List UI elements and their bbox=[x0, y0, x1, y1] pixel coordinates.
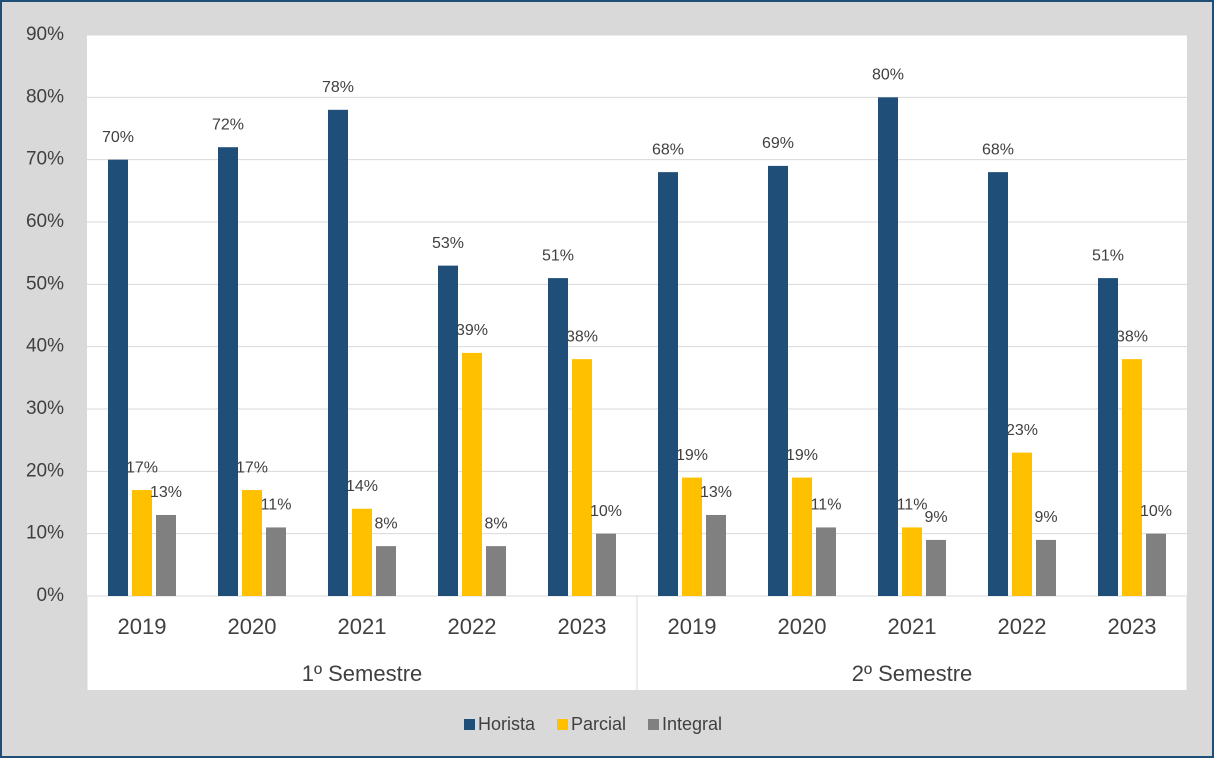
data-label: 11% bbox=[811, 497, 842, 514]
data-label: 8% bbox=[484, 515, 507, 532]
y-tick-label: 80% bbox=[26, 86, 64, 107]
bar bbox=[218, 147, 238, 596]
y-tick-label: 30% bbox=[26, 398, 64, 419]
bar bbox=[1122, 359, 1142, 596]
bar bbox=[1146, 533, 1166, 596]
bar bbox=[768, 165, 788, 596]
bar bbox=[486, 546, 506, 596]
bar bbox=[438, 265, 458, 596]
bar bbox=[572, 359, 592, 596]
legend-label: Integral bbox=[662, 714, 722, 734]
y-tick-label: 50% bbox=[26, 273, 64, 294]
bar bbox=[792, 477, 812, 596]
y-tick-label: 20% bbox=[26, 460, 64, 481]
group-label: 1º Semestre bbox=[302, 661, 423, 686]
data-label: 13% bbox=[150, 484, 182, 501]
x-tick-label: 2019 bbox=[118, 614, 167, 639]
bar bbox=[462, 352, 482, 596]
bar bbox=[266, 527, 286, 596]
y-tick-label: 0% bbox=[37, 585, 65, 606]
bar bbox=[926, 539, 946, 596]
legend-label: Horista bbox=[478, 714, 536, 734]
data-label: 69% bbox=[762, 135, 794, 152]
data-label: 39% bbox=[456, 322, 488, 339]
x-tick-label: 2022 bbox=[448, 614, 497, 639]
y-tick-label: 40% bbox=[26, 336, 64, 357]
data-label: 9% bbox=[924, 509, 947, 526]
group-label: 2º Semestre bbox=[852, 661, 973, 686]
bar bbox=[1098, 278, 1118, 596]
data-label: 10% bbox=[1140, 503, 1172, 520]
bar bbox=[682, 477, 702, 596]
data-label: 14% bbox=[346, 478, 378, 495]
data-label: 11% bbox=[897, 497, 928, 514]
bar bbox=[988, 172, 1008, 596]
x-tick-label: 2021 bbox=[338, 614, 387, 639]
x-tick-label: 2023 bbox=[1108, 614, 1157, 639]
bar bbox=[108, 159, 128, 596]
bar bbox=[352, 508, 372, 596]
x-tick-label: 2022 bbox=[998, 614, 1047, 639]
bar bbox=[1036, 539, 1056, 596]
x-tick-label: 2023 bbox=[558, 614, 607, 639]
data-label: 38% bbox=[566, 328, 598, 345]
data-label: 53% bbox=[432, 235, 464, 252]
data-label: 19% bbox=[676, 447, 708, 464]
legend-swatch bbox=[464, 719, 475, 730]
bar bbox=[878, 97, 898, 596]
data-label: 23% bbox=[1006, 422, 1038, 439]
x-tick-label: 2021 bbox=[888, 614, 937, 639]
y-tick-label: 70% bbox=[26, 149, 64, 170]
x-tick-label: 2019 bbox=[668, 614, 717, 639]
bar bbox=[328, 109, 348, 597]
data-label: 72% bbox=[212, 116, 244, 133]
y-tick-label: 10% bbox=[26, 523, 64, 544]
data-label: 17% bbox=[236, 459, 268, 476]
bar bbox=[548, 278, 568, 596]
data-label: 13% bbox=[700, 484, 732, 501]
bar bbox=[658, 172, 678, 596]
y-tick-label: 90% bbox=[26, 24, 64, 45]
data-label: 17% bbox=[126, 459, 158, 476]
bar bbox=[132, 490, 152, 596]
data-label: 11% bbox=[261, 497, 292, 514]
data-label: 38% bbox=[1116, 328, 1148, 345]
data-label: 68% bbox=[652, 141, 684, 158]
data-label: 51% bbox=[542, 247, 574, 264]
legend-label: Parcial bbox=[571, 714, 626, 734]
data-label: 10% bbox=[590, 503, 622, 520]
bar bbox=[816, 527, 836, 596]
x-tick-label: 2020 bbox=[228, 614, 277, 639]
data-label: 8% bbox=[374, 515, 397, 532]
data-label: 51% bbox=[1092, 247, 1124, 264]
bar bbox=[706, 514, 726, 596]
data-label: 68% bbox=[982, 141, 1014, 158]
bar bbox=[902, 527, 922, 596]
data-label: 9% bbox=[1034, 509, 1057, 526]
x-tick-label: 2020 bbox=[778, 614, 827, 639]
bar bbox=[156, 514, 176, 596]
bar bbox=[242, 490, 262, 596]
bar bbox=[376, 546, 396, 596]
data-label: 19% bbox=[786, 447, 818, 464]
y-tick-label: 60% bbox=[26, 211, 64, 232]
data-label: 78% bbox=[322, 79, 354, 96]
legend-swatch bbox=[648, 719, 659, 730]
data-label: 70% bbox=[102, 129, 134, 146]
data-label: 80% bbox=[872, 67, 904, 84]
bar bbox=[1012, 452, 1032, 596]
bar bbox=[596, 533, 616, 596]
legend-swatch bbox=[557, 719, 568, 730]
